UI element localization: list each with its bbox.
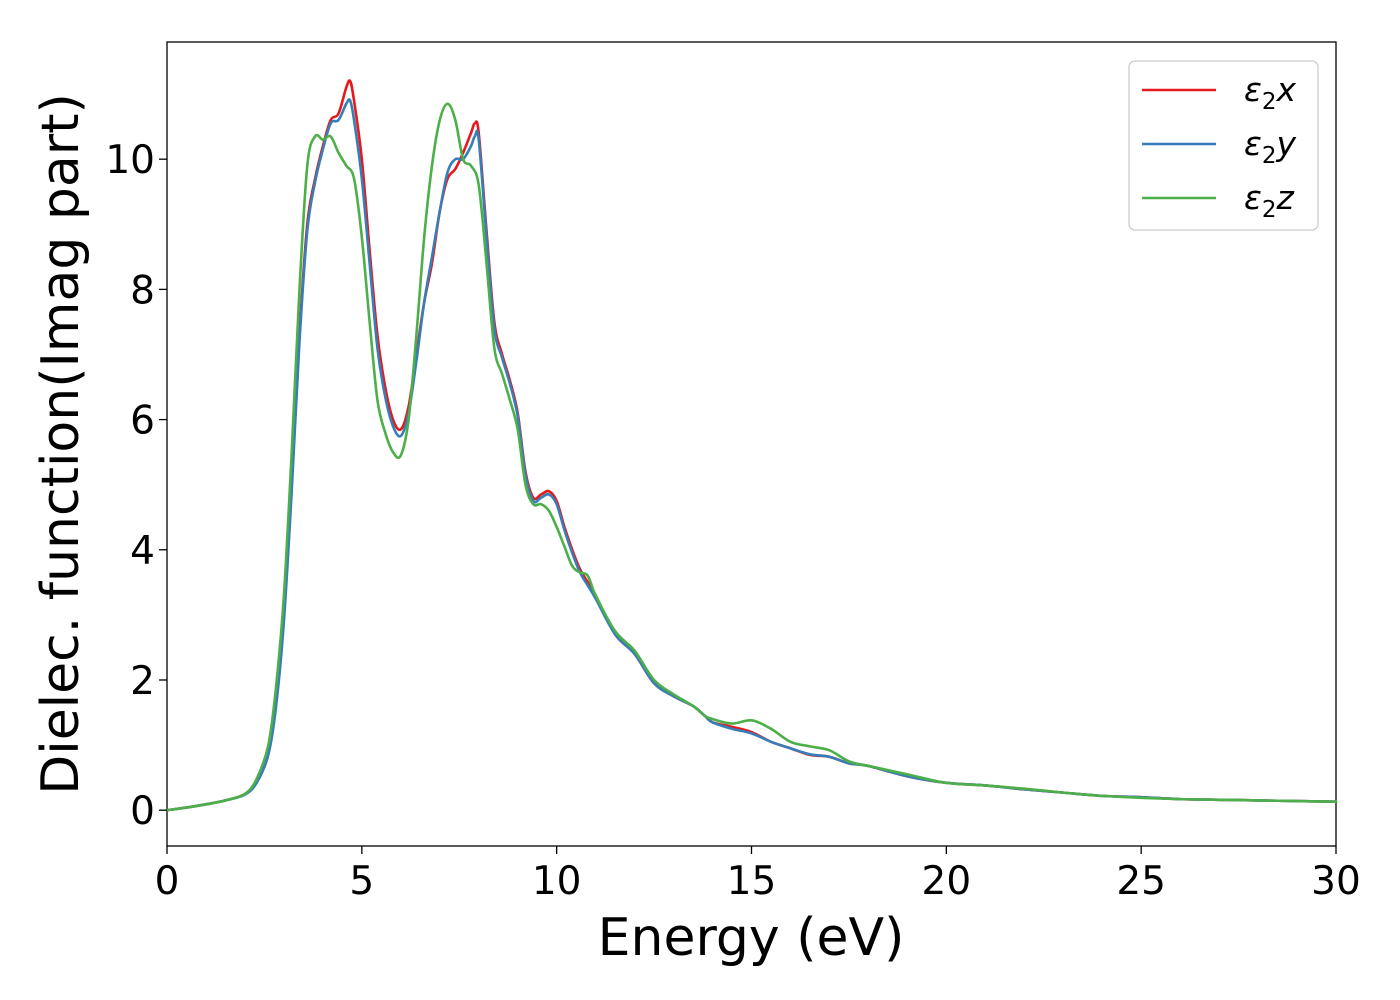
x-tick-label: 30 [1311, 859, 1361, 904]
legend-label-component: y [1275, 124, 1296, 163]
y-axis: 0 2 4 6 8 10 [105, 138, 167, 834]
x-axis-label: Energy (eV) [598, 908, 905, 968]
legend-label-subscript: 2 [1262, 143, 1277, 169]
legend-label-component: x [1275, 70, 1296, 109]
legend-label-base: ε [1244, 124, 1262, 163]
y-tick-label: 10 [105, 138, 155, 183]
series-layer [165, 79, 1338, 812]
legend-frame [1128, 60, 1319, 231]
legend-label-base: ε [1244, 70, 1262, 109]
y-tick-label: 0 [130, 789, 155, 834]
x-tick-label: 15 [727, 859, 777, 904]
legend-label-z: ε2z [1244, 178, 1294, 223]
legend-label-x: ε2x [1244, 70, 1296, 115]
legend-label-y: ε2y [1244, 124, 1296, 169]
y-tick-label: 8 [130, 268, 155, 313]
x-tick-label: 5 [349, 859, 374, 904]
x-tick-label: 20 [922, 859, 972, 904]
x-tick-label: 25 [1116, 859, 1166, 904]
series-line-y [165, 98, 1338, 812]
x-tick-label: 0 [155, 859, 180, 904]
y-tick-label: 4 [130, 529, 155, 574]
y-tick-label: 2 [130, 659, 155, 704]
x-tick-label: 10 [532, 859, 582, 904]
legend-label-base: ε [1244, 178, 1262, 217]
x-axis: 0 5 10 15 20 25 30 [155, 846, 1361, 904]
legend-label-subscript: 2 [1262, 197, 1277, 223]
y-tick-label: 6 [130, 399, 155, 444]
legend-label-component: z [1275, 178, 1294, 217]
series-line-z [165, 102, 1338, 812]
y-axis-label: Dielec. function(Imag part) [31, 93, 91, 795]
legend-label-subscript: 2 [1262, 89, 1277, 115]
